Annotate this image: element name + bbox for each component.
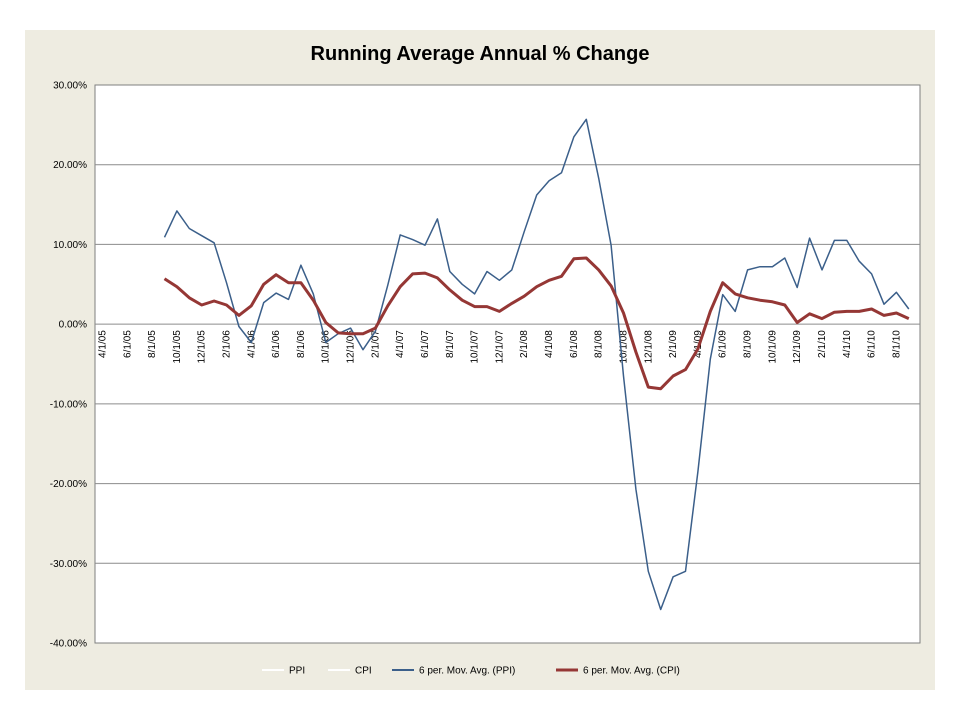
y-axis-ticks: 30.00% 20.00% 10.00% 0.00% -10.00% -20.00% -30… [50,81,87,650]
x-tick-label: 2/1/06 [222,330,233,358]
x-tick-label: 6/1/05 [122,330,133,358]
x-tick-label: 10/1/08 [618,330,629,364]
series-lines [163,118,910,611]
x-tick-label: 12/1/05 [197,330,208,364]
x-tick-label: 4/1/07 [395,330,406,358]
x-tick-label: 2/1/09 [668,330,679,358]
legend-cpi-moving-average-label: 6 per. Mov. Avg. (CPI) [583,666,680,677]
y-tick-label: -10.00% [50,399,87,410]
x-tick-label: 12/1/09 [792,330,803,364]
legend-ppi-label: PPI [289,666,305,677]
x-tick-label: 4/1/10 [842,330,853,358]
x-tick-label: 10/1/05 [172,330,183,364]
legend: PPI CPI 6 per. Mov. Avg. (PPI) 6 per. Mov. … [262,666,680,677]
x-tick-label: 2/1/08 [519,330,530,358]
cpi-moving-average-line [163,256,910,391]
x-tick-label: 8/1/08 [594,330,605,358]
ppi-moving-average-line [163,118,910,611]
y-tick-label: -20.00% [50,479,87,490]
chart-title: Running Average Annual % Change [310,43,650,65]
legend-ppi-moving-average-label: 6 per. Mov. Avg. (PPI) [419,666,515,677]
x-tick-label: 2/1/07 [370,330,381,358]
y-tick-label: -40.00% [50,639,87,650]
x-tick-label: 2/1/10 [817,330,828,358]
x-tick-label: 12/1/06 [346,330,357,364]
x-tick-label: 10/1/06 [321,330,332,364]
x-tick-label: 10/1/09 [767,330,778,364]
y-tick-label: 10.00% [53,240,87,251]
y-tick-label: 0.00% [59,320,87,331]
x-tick-label: 8/1/10 [891,330,902,358]
gridlines [95,164,920,564]
x-tick-label: 8/1/06 [296,330,307,358]
x-tick-label: 6/1/10 [867,330,878,358]
x-tick-label: 8/1/07 [445,330,456,358]
x-tick-label: 12/1/07 [494,330,505,364]
x-tick-label: 6/1/07 [420,330,431,358]
y-tick-label: 20.00% [53,160,87,171]
x-tick-label: 6/1/09 [718,330,729,358]
x-tick-label: 6/1/06 [271,330,282,358]
y-tick-label: -30.00% [50,559,87,570]
x-tick-label: 6/1/08 [569,330,580,358]
y-tick-label: 30.00% [53,81,87,92]
x-tick-label: 4/1/06 [246,330,257,358]
x-tick-label: 8/1/09 [743,330,754,358]
x-tick-label: 4/1/05 [97,330,108,358]
x-tick-label: 12/1/08 [643,330,654,364]
x-tick-label: 10/1/07 [470,330,481,364]
x-tick-label: 4/1/08 [544,330,555,358]
plot-area [94,84,921,644]
x-tick-label: 8/1/05 [147,330,158,358]
legend-cpi-label: CPI [355,666,372,677]
